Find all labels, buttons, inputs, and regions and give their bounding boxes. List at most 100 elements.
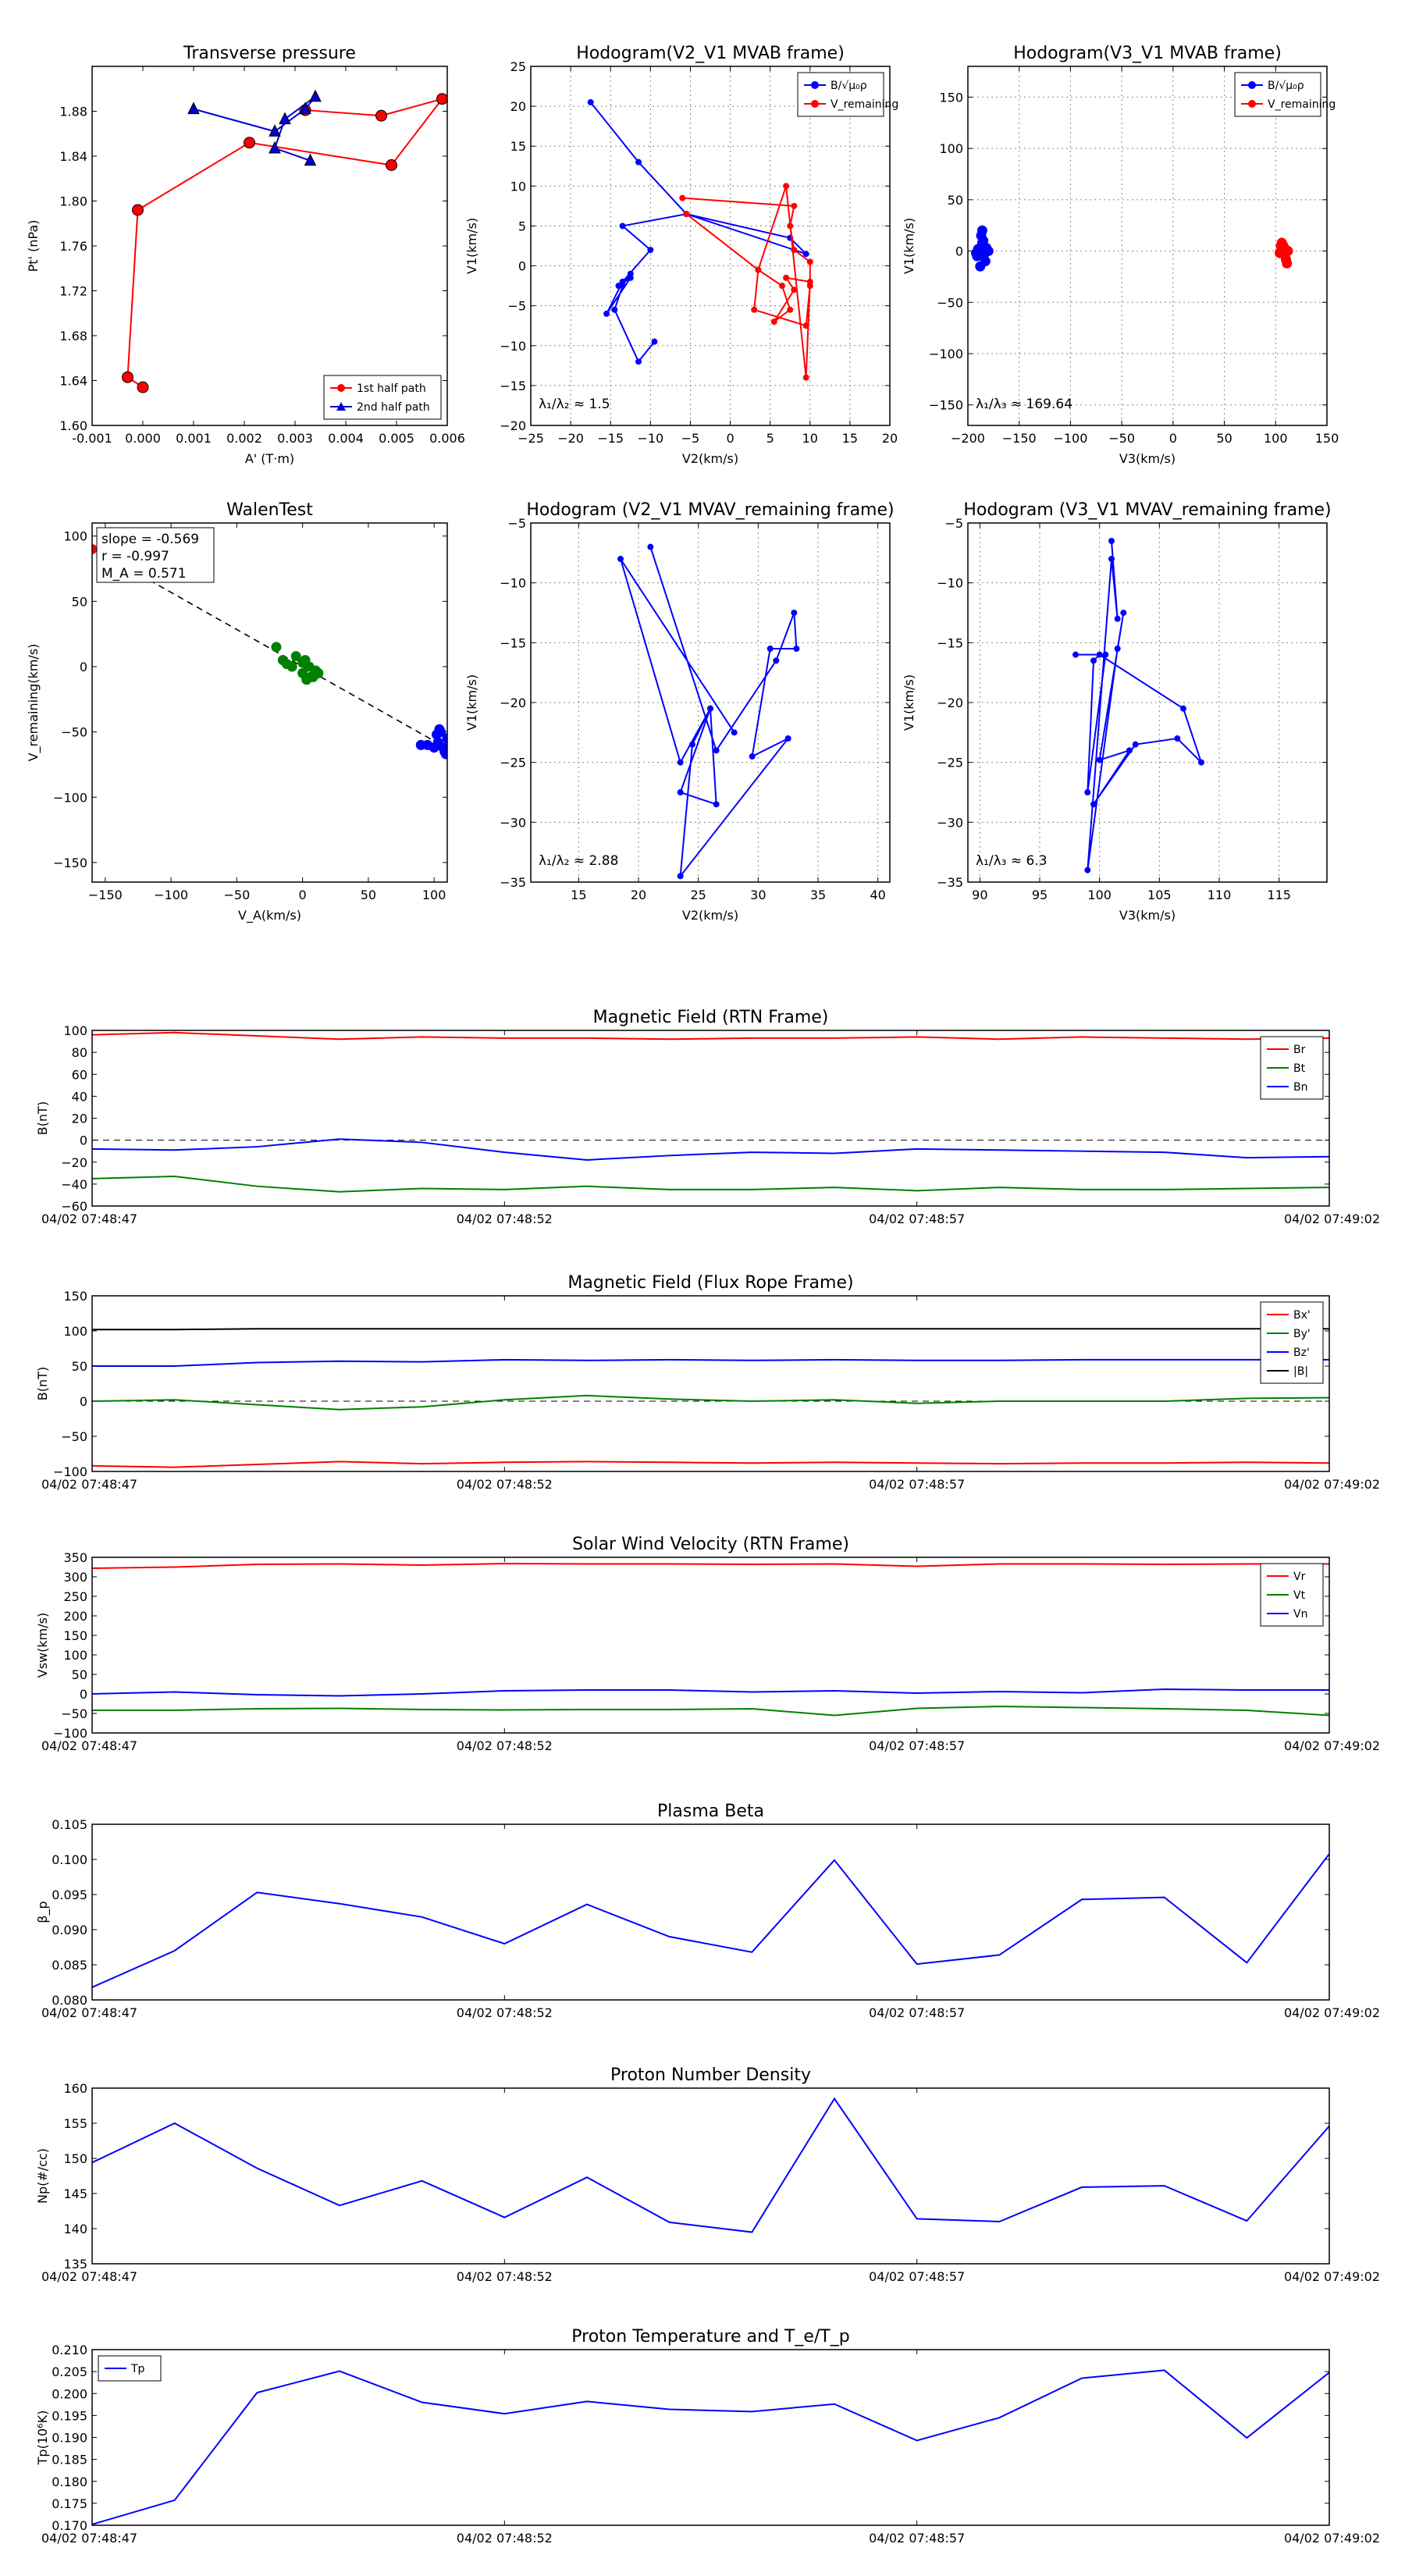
x-tick-label: -0.001 <box>72 431 112 446</box>
y-tick-label: −10 <box>500 339 526 354</box>
data-point <box>1072 651 1079 658</box>
series-line <box>92 1358 1329 1367</box>
stats-line: r = -0.997 <box>101 549 169 564</box>
y-tick-label: 0.195 <box>52 2408 87 2423</box>
data-point <box>1096 651 1103 658</box>
data-point <box>1120 610 1127 616</box>
plot-area <box>92 1031 1329 1193</box>
data-point <box>1174 735 1181 742</box>
chart-mag_flux_rope: Magnetic Field (Flux Rope Frame) −100 −50 0… <box>35 1273 1380 1492</box>
data-point <box>1084 866 1091 873</box>
x-axis-label: V2(km/s) <box>682 908 738 923</box>
y-tick-label: 50 <box>948 193 963 208</box>
x-tick-label: 04/02 07:48:47 <box>41 2005 137 2020</box>
chart-walen_test: WalenTest −150 −100 −50 0 50 100 −150 −100 −50 0 50… <box>26 500 448 923</box>
data-point <box>434 724 445 735</box>
y-axis-label: B(nT) <box>35 1101 50 1135</box>
plot-area <box>92 1328 1329 1468</box>
x-axis-label: V_A(km/s) <box>238 908 301 923</box>
legend-label: Vt <box>1293 1589 1306 1602</box>
y-tick-label: 0.100 <box>52 1852 87 1867</box>
data-point <box>1279 241 1289 252</box>
data-point <box>375 109 387 122</box>
data-point <box>269 141 281 154</box>
legend-label: V_remaining <box>1268 98 1336 111</box>
legend-label: Bn <box>1293 1081 1307 1094</box>
y-tick-label: 1.88 <box>59 105 87 119</box>
y-tick-label: 0 <box>80 1394 87 1409</box>
data-point <box>731 729 738 736</box>
data-point <box>1096 756 1103 763</box>
y-tick-label: 50 <box>72 594 87 609</box>
x-tick-label: 15 <box>842 431 858 446</box>
legend-label: |B| <box>1293 1365 1308 1378</box>
plot-area <box>1072 538 1204 873</box>
plot-frame <box>91 1557 1330 1734</box>
legend-label: B/√μ₀ρ <box>1268 80 1304 92</box>
y-tick-label: 0.085 <box>52 1958 87 1973</box>
y-tick-label: −10 <box>500 576 526 591</box>
y-tick-label: −20 <box>937 696 963 710</box>
plot-area <box>971 225 1293 272</box>
legend: B/√μ₀ρ V_remaining <box>1234 72 1336 117</box>
x-tick-label: 0.005 <box>379 431 414 446</box>
x-tick-label: −150 <box>1002 431 1037 446</box>
data-point <box>647 543 654 550</box>
series-beta <box>92 1853 1329 1988</box>
series-1st half path <box>122 93 447 393</box>
y-tick-label: 1.76 <box>59 239 87 254</box>
plot-frame <box>91 1295 1330 1472</box>
x-tick-label: 04/02 07:48:57 <box>869 2269 965 2284</box>
y-tick-label: 160 <box>63 2081 87 2096</box>
y-tick-label: −25 <box>500 756 526 770</box>
data-point <box>619 283 626 290</box>
data-point <box>279 112 291 125</box>
y-tick-label: 40 <box>72 1089 87 1104</box>
plot-frame <box>91 2349 1330 2526</box>
data-point <box>749 753 756 760</box>
y-tick-label: −30 <box>500 815 526 830</box>
y-tick-label: 10 <box>510 179 526 194</box>
series-line <box>92 1394 1329 1411</box>
lambda-annotation: λ₁/λ₃ ≈ 169.64 <box>976 397 1072 412</box>
x-axis-label: V3(km/s) <box>1119 908 1176 923</box>
plot-area <box>122 89 447 393</box>
x-tick-label: 90 <box>972 888 987 902</box>
x-tick-label: 04/02 07:48:52 <box>457 2005 553 2020</box>
plot-area <box>617 543 800 880</box>
y-tick-label: 135 <box>63 2257 87 2272</box>
x-tick-label: 15 <box>571 888 586 902</box>
plot-frame <box>91 2087 1330 2265</box>
x-axis-label: V3(km/s) <box>1119 451 1176 466</box>
y-tick-label: 1.60 <box>59 418 87 433</box>
data-point <box>290 651 301 662</box>
plot-frame <box>91 522 448 883</box>
legend-label: Tp <box>130 2363 145 2375</box>
x-tick-label: 04/02 07:48:47 <box>41 2531 137 2546</box>
y-tick-label: −100 <box>53 1464 87 1479</box>
y-tick-label: −100 <box>53 1726 87 1741</box>
y-tick-label: 5 <box>518 219 526 233</box>
data-point <box>647 247 654 254</box>
y-tick-label: 1.64 <box>59 374 87 389</box>
y-tick-label: −5 <box>944 516 963 531</box>
y-axis-label: Tp(10⁶K) <box>35 2411 50 2466</box>
x-tick-label: 0.002 <box>226 431 262 446</box>
legend-label: Bx' <box>1293 1309 1311 1322</box>
y-tick-label: 100 <box>63 1648 87 1663</box>
x-tick-label: 04/02 07:49:02 <box>1284 2005 1380 2020</box>
x-tick-label: 04/02 07:49:02 <box>1284 1477 1380 1492</box>
chart-title: Solar Wind Velocity (RTN Frame) <box>572 1535 849 1554</box>
y-tick-label: −40 <box>61 1177 87 1192</box>
series-line <box>193 96 316 162</box>
data-point <box>677 759 684 766</box>
chart-title: Proton Number Density <box>610 2065 811 2085</box>
y-tick-label: 60 <box>72 1067 87 1082</box>
legend-label: Vn <box>1293 1608 1307 1621</box>
series-line <box>92 1705 1329 1717</box>
legend-label: 2nd half path <box>357 401 430 414</box>
y-tick-label: −100 <box>53 790 87 805</box>
y-tick-label: 0.175 <box>52 2496 87 2511</box>
y-tick-label: 1.80 <box>59 194 87 209</box>
data-point <box>309 89 322 102</box>
